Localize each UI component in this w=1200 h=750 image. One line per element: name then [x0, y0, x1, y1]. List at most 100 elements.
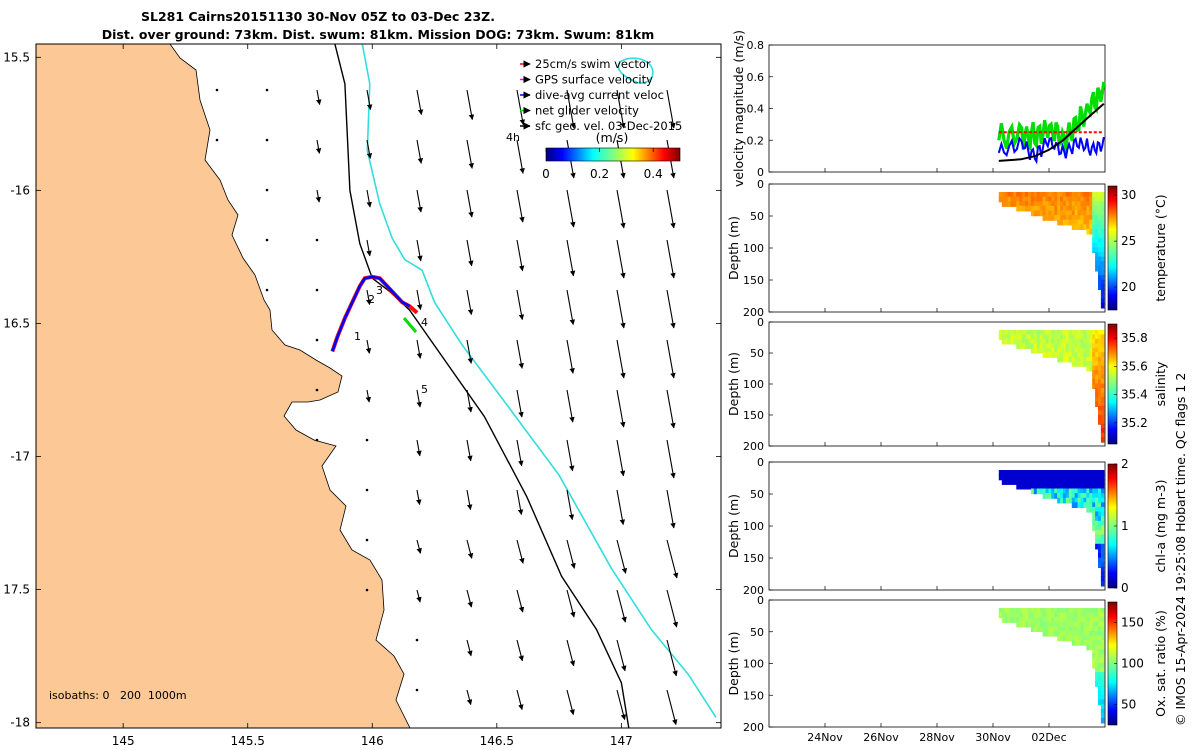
- profile-cell: [1092, 374, 1096, 381]
- profile-cell: [1068, 192, 1073, 198]
- vector-arrow: [616, 239, 626, 279]
- profile-cell: [1092, 474, 1096, 481]
- profile-cell: [1077, 640, 1082, 646]
- profile-cell: [1004, 608, 1009, 614]
- profile-cell: [1030, 210, 1035, 217]
- profile-cell: [1100, 640, 1105, 646]
- profile-cell: [1080, 210, 1084, 217]
- vector-arrow: [466, 139, 474, 169]
- profile-cell: [1022, 205, 1026, 212]
- profile-cell: [1083, 201, 1087, 207]
- profile-cell: [1077, 224, 1082, 230]
- profile-cell: [1092, 224, 1096, 230]
- profile-cell: [1098, 365, 1102, 372]
- profile-cell: [1089, 196, 1093, 203]
- map-y-tick-label: -17: [10, 450, 30, 464]
- profile-cell: [1028, 612, 1032, 619]
- profile-colorbar: [1107, 185, 1118, 311]
- vector-arrow: [566, 639, 576, 667]
- profile-cell: [1068, 626, 1073, 632]
- profile-cell: [1086, 483, 1090, 490]
- profile-cell: [1098, 392, 1102, 399]
- profile-cell: [1028, 343, 1032, 349]
- profile-cell: [1077, 474, 1082, 481]
- profile-cell: [1001, 196, 1006, 203]
- profile-cell: [1074, 352, 1079, 358]
- profile-cell: [1095, 630, 1099, 637]
- profile-cell: [1100, 553, 1105, 559]
- vector-arrow: [516, 339, 524, 369]
- profile-cell: [1092, 520, 1096, 527]
- profile-cell: [1068, 201, 1073, 207]
- profile-y-label: Depth (m): [726, 494, 741, 558]
- profile-cell: [1098, 511, 1102, 518]
- profile-cell: [1100, 392, 1105, 399]
- profile-cell: [1004, 479, 1009, 485]
- profile-cell: [1095, 392, 1099, 399]
- profile-cell: [1077, 192, 1082, 198]
- profile-cell: [1004, 196, 1009, 203]
- profile-cell: [1057, 205, 1061, 212]
- profile-cell: [1065, 621, 1070, 628]
- vector-arrow: [466, 89, 475, 121]
- profile-cell: [1077, 470, 1082, 476]
- profile-cell: [1095, 681, 1099, 687]
- profile-cell: [1086, 630, 1090, 637]
- profile-cell: [1080, 626, 1084, 632]
- profile-cell: [1071, 215, 1076, 221]
- profile-cell: [1086, 228, 1090, 235]
- panel-y-tick-label: 150: [743, 689, 764, 702]
- profile-cell: [1098, 530, 1102, 536]
- profile-cell: [1051, 608, 1055, 614]
- profile-cell: [1036, 612, 1041, 619]
- vector-dot: [265, 188, 269, 192]
- profile-cell: [1100, 215, 1105, 221]
- profile-cell: [1100, 356, 1105, 363]
- profile-cell: [1045, 205, 1049, 212]
- profile-cell: [1019, 474, 1023, 481]
- profile-cell: [1033, 474, 1038, 481]
- profile-cell: [1025, 612, 1029, 619]
- profile-cell: [1100, 423, 1105, 430]
- profile-cell: [1048, 630, 1052, 637]
- profile-cell: [1016, 479, 1020, 485]
- vector-dot: [265, 288, 269, 292]
- profile-cell: [1016, 612, 1020, 619]
- profile-y-label: Depth (m): [726, 632, 741, 696]
- profile-cell: [1028, 192, 1032, 198]
- profile-cell: [1016, 474, 1020, 481]
- profile-cell: [1065, 210, 1070, 217]
- profile-cell: [1048, 483, 1052, 490]
- profile-cell: [1054, 343, 1058, 349]
- profile-cell: [1080, 635, 1084, 642]
- profile-cell: [1010, 474, 1014, 481]
- profile-cell: [1100, 302, 1105, 309]
- profile-cell: [1054, 483, 1058, 490]
- profile-cell: [1028, 474, 1032, 481]
- profile-cell: [1001, 612, 1006, 619]
- profile-cell: [998, 608, 1003, 614]
- footer-credit: © IMOS 15-Apr-2024 19:25:08 Hobart time.…: [1173, 373, 1188, 726]
- profile-cell: [1048, 626, 1052, 632]
- vector-arrow: [366, 289, 372, 306]
- profile-cell: [1060, 205, 1064, 212]
- profile-cell: [1098, 201, 1102, 207]
- profile-cell: [1092, 635, 1096, 642]
- profile-cell: [1016, 334, 1020, 341]
- profile-cell: [1042, 612, 1047, 619]
- vector-arrow: [666, 689, 678, 726]
- profile-cell: [1025, 338, 1029, 345]
- profile-cell: [998, 470, 1003, 476]
- profile-cell: [1074, 617, 1079, 623]
- profile-cell: [1077, 502, 1082, 508]
- legend-entry: dive-avg current veloc: [535, 88, 664, 102]
- profile-cell: [1095, 361, 1099, 367]
- profile-cell: [1071, 626, 1076, 632]
- profile-cell: [1071, 497, 1076, 504]
- profile-cell: [1071, 219, 1076, 226]
- profile-cell: [1065, 330, 1070, 336]
- profile-cell: [1039, 330, 1044, 336]
- profile-cell: [1077, 361, 1082, 367]
- profile-cell: [1051, 347, 1055, 354]
